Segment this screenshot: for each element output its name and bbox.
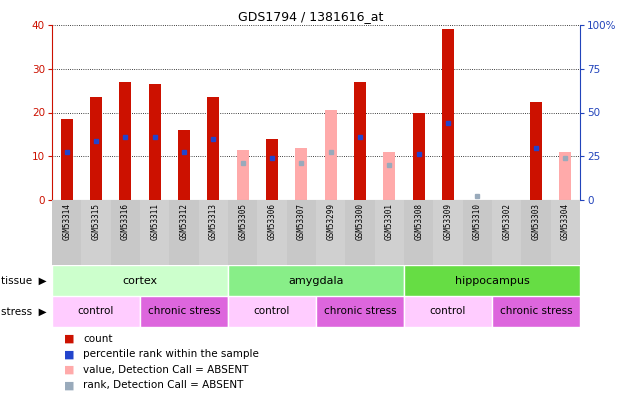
Bar xyxy=(433,200,463,265)
Bar xyxy=(228,296,316,327)
Bar xyxy=(52,265,228,296)
Text: GSM53309: GSM53309 xyxy=(443,203,453,240)
Text: value, Detection Call = ABSENT: value, Detection Call = ABSENT xyxy=(83,365,248,375)
Bar xyxy=(404,296,492,327)
Text: ■: ■ xyxy=(65,365,75,375)
Text: GSM53314: GSM53314 xyxy=(62,203,71,240)
Text: control: control xyxy=(254,307,290,316)
Text: control: control xyxy=(78,307,114,316)
Text: GSM53315: GSM53315 xyxy=(91,203,101,240)
Text: chronic stress: chronic stress xyxy=(500,307,573,316)
Text: percentile rank within the sample: percentile rank within the sample xyxy=(83,350,259,360)
Bar xyxy=(140,296,228,327)
Bar xyxy=(374,200,404,265)
Bar xyxy=(228,265,404,296)
Bar xyxy=(404,265,580,296)
Bar xyxy=(530,102,542,200)
Bar xyxy=(354,82,366,200)
Text: chronic stress: chronic stress xyxy=(148,307,220,316)
Bar xyxy=(228,200,257,265)
Bar xyxy=(52,200,81,265)
Bar xyxy=(52,296,140,327)
Text: GSM53310: GSM53310 xyxy=(473,203,482,240)
Bar xyxy=(383,152,395,200)
Bar xyxy=(560,152,571,200)
Bar xyxy=(149,84,161,200)
Text: amygdala: amygdala xyxy=(288,275,344,286)
Bar xyxy=(170,200,199,265)
Text: ■: ■ xyxy=(65,380,75,390)
Bar xyxy=(551,200,580,265)
Text: count: count xyxy=(83,334,112,344)
Bar xyxy=(90,97,102,200)
Text: GSM53299: GSM53299 xyxy=(326,203,335,240)
Text: control: control xyxy=(430,307,466,316)
Text: stress  ▶: stress ▶ xyxy=(1,307,47,316)
Bar xyxy=(61,119,73,200)
Text: GSM53303: GSM53303 xyxy=(532,203,540,240)
Bar xyxy=(257,200,287,265)
Bar xyxy=(492,296,580,327)
Bar xyxy=(178,130,190,200)
Text: ■: ■ xyxy=(65,334,75,344)
Text: GSM53316: GSM53316 xyxy=(121,203,130,240)
Bar xyxy=(119,82,131,200)
Text: GSM53301: GSM53301 xyxy=(385,203,394,240)
Text: GSM53312: GSM53312 xyxy=(179,203,189,240)
Bar xyxy=(316,296,404,327)
Bar xyxy=(404,200,433,265)
Bar xyxy=(287,200,316,265)
Text: rank, Detection Call = ABSENT: rank, Detection Call = ABSENT xyxy=(83,380,243,390)
Text: cortex: cortex xyxy=(122,275,158,286)
Text: chronic stress: chronic stress xyxy=(324,307,396,316)
Bar xyxy=(522,200,551,265)
Text: GSM53304: GSM53304 xyxy=(561,203,570,240)
Text: GSM53307: GSM53307 xyxy=(297,203,306,240)
Text: GSM53311: GSM53311 xyxy=(150,203,159,240)
Bar xyxy=(463,200,492,265)
Bar xyxy=(207,97,219,200)
Text: GSM53300: GSM53300 xyxy=(355,203,365,240)
Text: tissue  ▶: tissue ▶ xyxy=(1,275,47,286)
Text: GSM53305: GSM53305 xyxy=(238,203,247,240)
Text: GSM53306: GSM53306 xyxy=(268,203,276,240)
Bar xyxy=(237,150,248,200)
Bar xyxy=(325,110,337,200)
Text: GSM53302: GSM53302 xyxy=(502,203,511,240)
Bar xyxy=(345,200,374,265)
Bar xyxy=(199,200,228,265)
Text: GSM53313: GSM53313 xyxy=(209,203,218,240)
Bar xyxy=(316,200,345,265)
Bar xyxy=(442,30,454,200)
Text: GSM53308: GSM53308 xyxy=(414,203,423,240)
Text: ■: ■ xyxy=(65,350,75,360)
Text: GDS1794 / 1381616_at: GDS1794 / 1381616_at xyxy=(238,10,383,23)
Bar xyxy=(266,139,278,200)
Bar xyxy=(111,200,140,265)
Bar xyxy=(492,200,522,265)
Bar xyxy=(413,113,425,200)
Text: hippocampus: hippocampus xyxy=(455,275,529,286)
Bar xyxy=(140,200,170,265)
Bar xyxy=(296,147,307,200)
Bar xyxy=(81,200,111,265)
